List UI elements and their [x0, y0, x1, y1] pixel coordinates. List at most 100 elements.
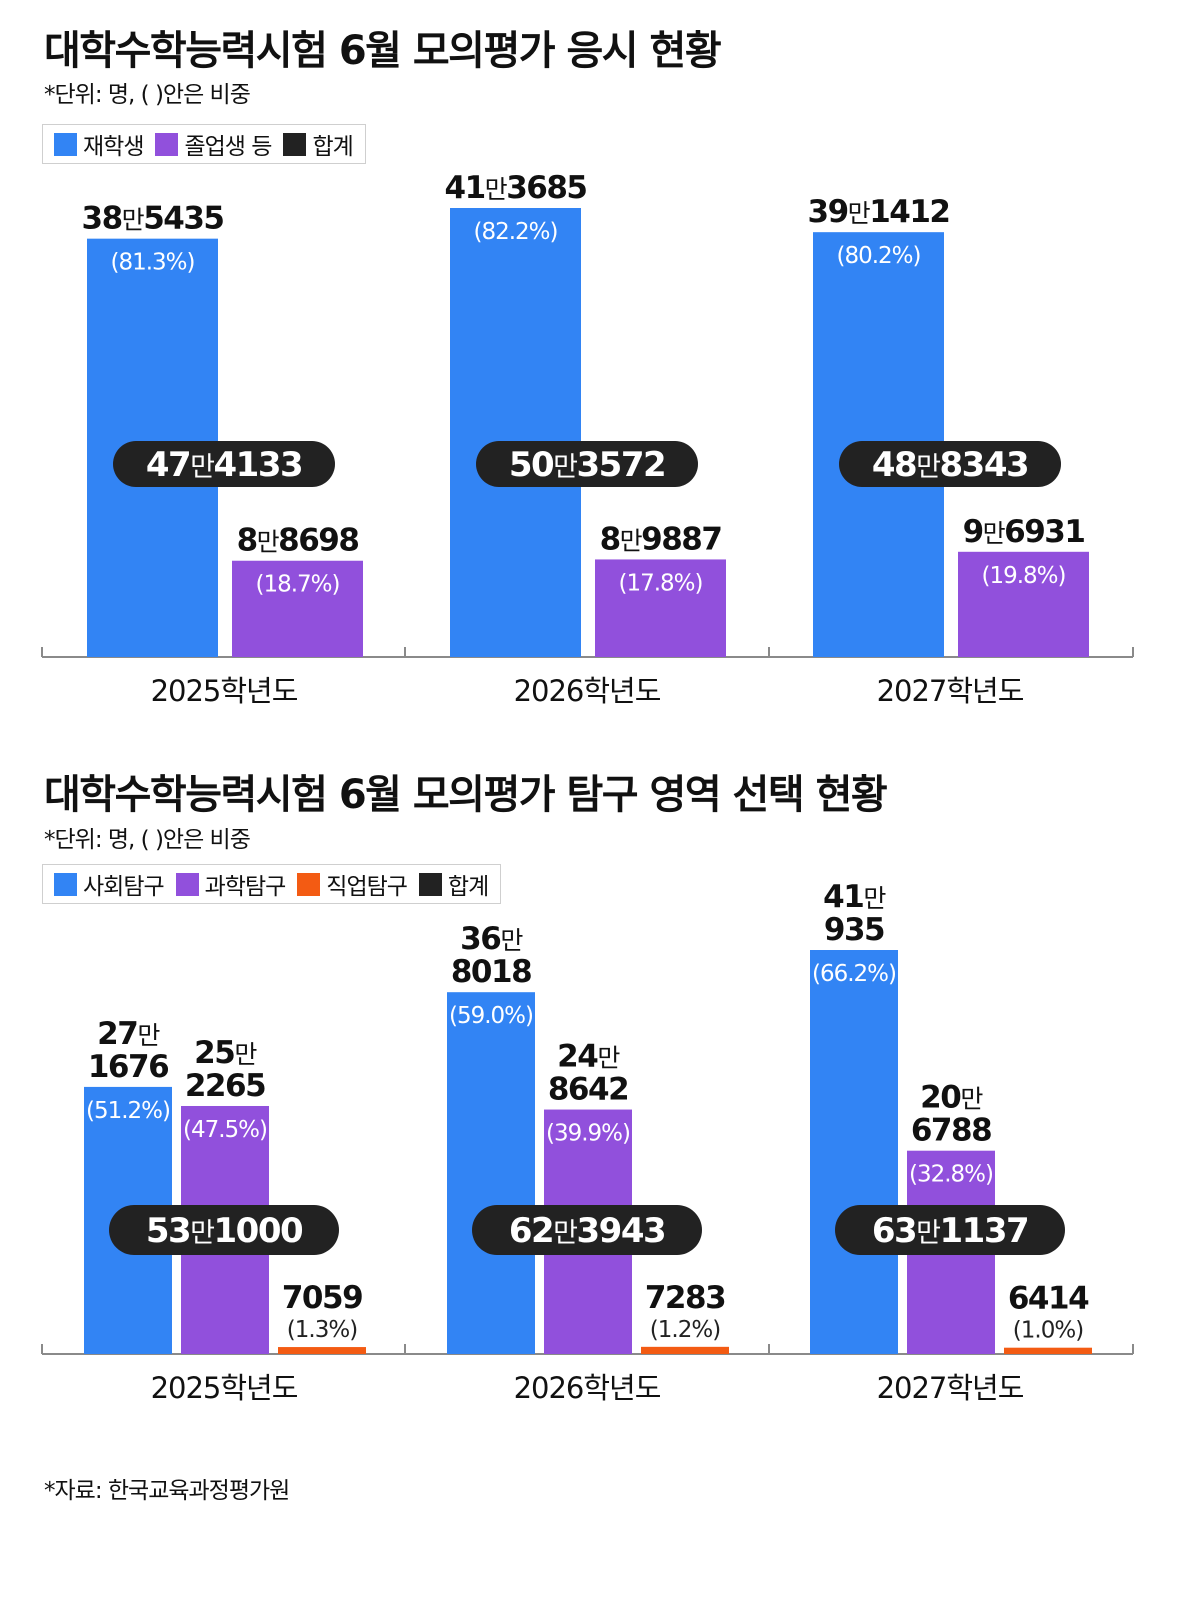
category-label: 2027학년도 [877, 674, 1024, 708]
value-label-unit: 만 [848, 199, 871, 228]
share-label: (32.8%) [909, 1162, 993, 1188]
total-label-unit: 만 [916, 452, 940, 483]
bar-2 [232, 560, 363, 657]
bar-3 [278, 1347, 366, 1354]
share-label: (1.0%) [1013, 1318, 1083, 1344]
chart2-unit-note: *단위: 명, ( )안은 비중 [44, 827, 251, 853]
legend-item-graduates: 졸업생 등 [155, 127, 272, 161]
category-label: 2026학년도 [514, 1371, 661, 1405]
value-label-unit: 만 [620, 526, 643, 555]
total-label-part: 50 [509, 445, 554, 485]
legend-swatch-black [283, 132, 307, 156]
value-label-top: 27만 [97, 1016, 160, 1052]
total-label: 53만1000 [146, 1211, 303, 1251]
share-label: (47.5%) [183, 1117, 267, 1143]
value-label-top-unit: 만 [234, 1040, 257, 1069]
bar-3 [641, 1346, 729, 1354]
total-label-part: 3572 [577, 445, 666, 485]
value-label: 41만3685 [445, 170, 587, 206]
bar-1 [450, 208, 581, 657]
total-label-part: 1137 [940, 1211, 1029, 1251]
share-label: (82.2%) [473, 219, 557, 245]
value-label-bottom: 1676 [88, 1049, 168, 1085]
legend-swatch-orange [297, 872, 321, 896]
total-pill [839, 441, 1061, 487]
value-label-top-unit: 만 [137, 1021, 160, 1050]
value-label-top-part: 41 [823, 879, 863, 915]
legend-label: 사회탐구 [83, 874, 165, 900]
value-label-top: 41만 [823, 879, 886, 915]
bar-1 [447, 992, 535, 1354]
share-label: (19.8%) [981, 563, 1065, 589]
total-pill [113, 441, 335, 487]
total-label: 47만4133 [146, 445, 302, 485]
share-label: (39.9%) [546, 1121, 630, 1147]
value-label-top-part: 20 [920, 1080, 961, 1116]
value-label-unit: 만 [257, 528, 280, 557]
total-label-unit: 만 [916, 1218, 940, 1249]
value-label: 9만6931 [963, 514, 1085, 550]
value-label-top-part: 36 [460, 921, 500, 957]
source-note: *자료: 한국교육과정평가원 [44, 1478, 290, 1504]
value-label-bottom: 935 [824, 912, 884, 948]
bar-3 [1004, 1347, 1092, 1354]
value-label-part: 8698 [278, 523, 358, 559]
total-label-part: 8343 [940, 445, 1029, 485]
total-label: 62만3943 [509, 1211, 665, 1251]
chart2-plot: (51.2%)27만1676(47.5%)25만2265(1.3%)705953… [41, 879, 1134, 1405]
bar-2 [595, 559, 726, 657]
total-label-part: 4133 [214, 445, 303, 485]
total-label: 50만3572 [509, 445, 665, 485]
legend-item-vocational: 직업탐구 [297, 867, 408, 901]
share-label: (80.2%) [836, 243, 920, 269]
total-label-part: 3943 [577, 1211, 666, 1251]
category-label: 2025학년도 [151, 1371, 298, 1405]
total-label-unit: 만 [190, 452, 214, 483]
total-label: 48만8343 [872, 445, 1028, 485]
legend-label: 합계 [312, 134, 353, 160]
total-label-unit: 만 [553, 452, 577, 483]
total-label-part: 48 [872, 445, 916, 485]
legend-swatch-blue [54, 132, 77, 156]
legend-item-science: 과학탐구 [175, 867, 286, 901]
value-label-top-unit: 만 [863, 884, 886, 913]
total-pill [109, 1205, 339, 1255]
value-label-top-part: 27 [97, 1016, 137, 1052]
value-label-bottom: 8642 [548, 1072, 628, 1108]
total-pill [476, 441, 698, 487]
category-label: 2027학년도 [877, 1371, 1024, 1405]
value-label: 6414 [1008, 1281, 1089, 1317]
value-label-top-unit: 만 [500, 926, 523, 955]
value-label: 39만1412 [808, 194, 950, 230]
bar-2 [958, 551, 1089, 657]
legend-swatch-blue [54, 872, 77, 896]
share-label: (1.3%) [287, 1317, 357, 1343]
chart1-legend: 재학생 졸업생 등 합계 [42, 124, 366, 164]
chart2-legend: 사회탐구 과학탐구 직업탐구 합계 [42, 864, 502, 904]
total-label-unit: 만 [553, 1218, 577, 1249]
value-label-part: 6931 [1004, 514, 1084, 550]
value-label-part: 8 [600, 521, 620, 557]
value-label-unit: 만 [122, 206, 145, 235]
legend-swatch-black [418, 872, 442, 896]
share-label: (1.2%) [650, 1317, 720, 1343]
value-label-part: 3685 [506, 170, 586, 206]
value-label-top: 24만 [557, 1039, 620, 1075]
chart1-unit-note: *단위: 명, ( )안은 비중 [44, 82, 251, 108]
legend-item-total: 합계 [418, 867, 489, 901]
share-label: (59.0%) [449, 1003, 533, 1029]
value-label: 7059 [282, 1280, 362, 1316]
share-label: (17.8%) [618, 570, 702, 596]
value-label-part: 9887 [641, 521, 721, 557]
legend-label: 합계 [447, 874, 489, 900]
value-label-part: 38 [82, 201, 122, 237]
total-pill [472, 1205, 702, 1255]
legend-item-total: 합계 [283, 127, 354, 161]
legend-label: 직업탐구 [326, 874, 408, 900]
value-label-part: 8 [237, 523, 257, 559]
legend-label: 재학생 [83, 134, 144, 160]
total-label-part: 47 [146, 445, 190, 485]
value-label: 8만8698 [237, 523, 359, 559]
value-label-top-part: 24 [557, 1039, 598, 1075]
value-label-bottom: 2265 [185, 1068, 265, 1104]
